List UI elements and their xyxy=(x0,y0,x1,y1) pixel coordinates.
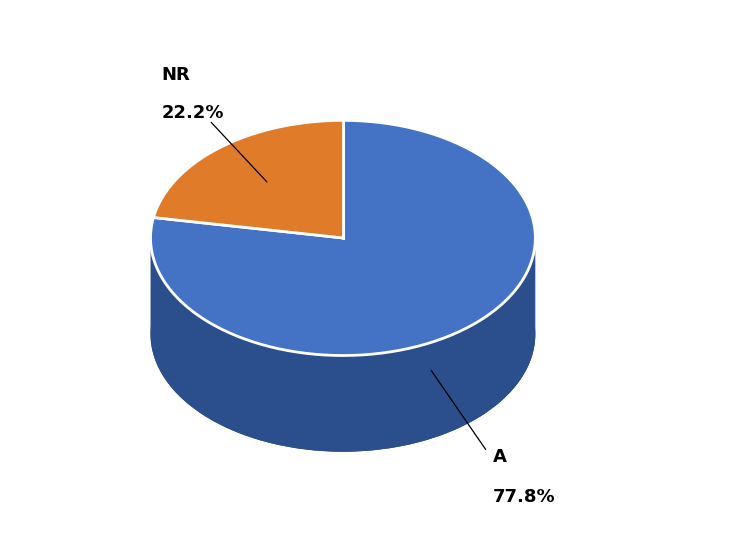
Polygon shape xyxy=(154,120,343,238)
Polygon shape xyxy=(151,120,536,355)
Ellipse shape xyxy=(151,217,536,452)
Text: 22.2%: 22.2% xyxy=(161,104,224,122)
Text: 77.8%: 77.8% xyxy=(493,489,555,507)
Text: A: A xyxy=(493,448,506,467)
Polygon shape xyxy=(151,236,536,452)
Text: NR: NR xyxy=(161,66,190,84)
